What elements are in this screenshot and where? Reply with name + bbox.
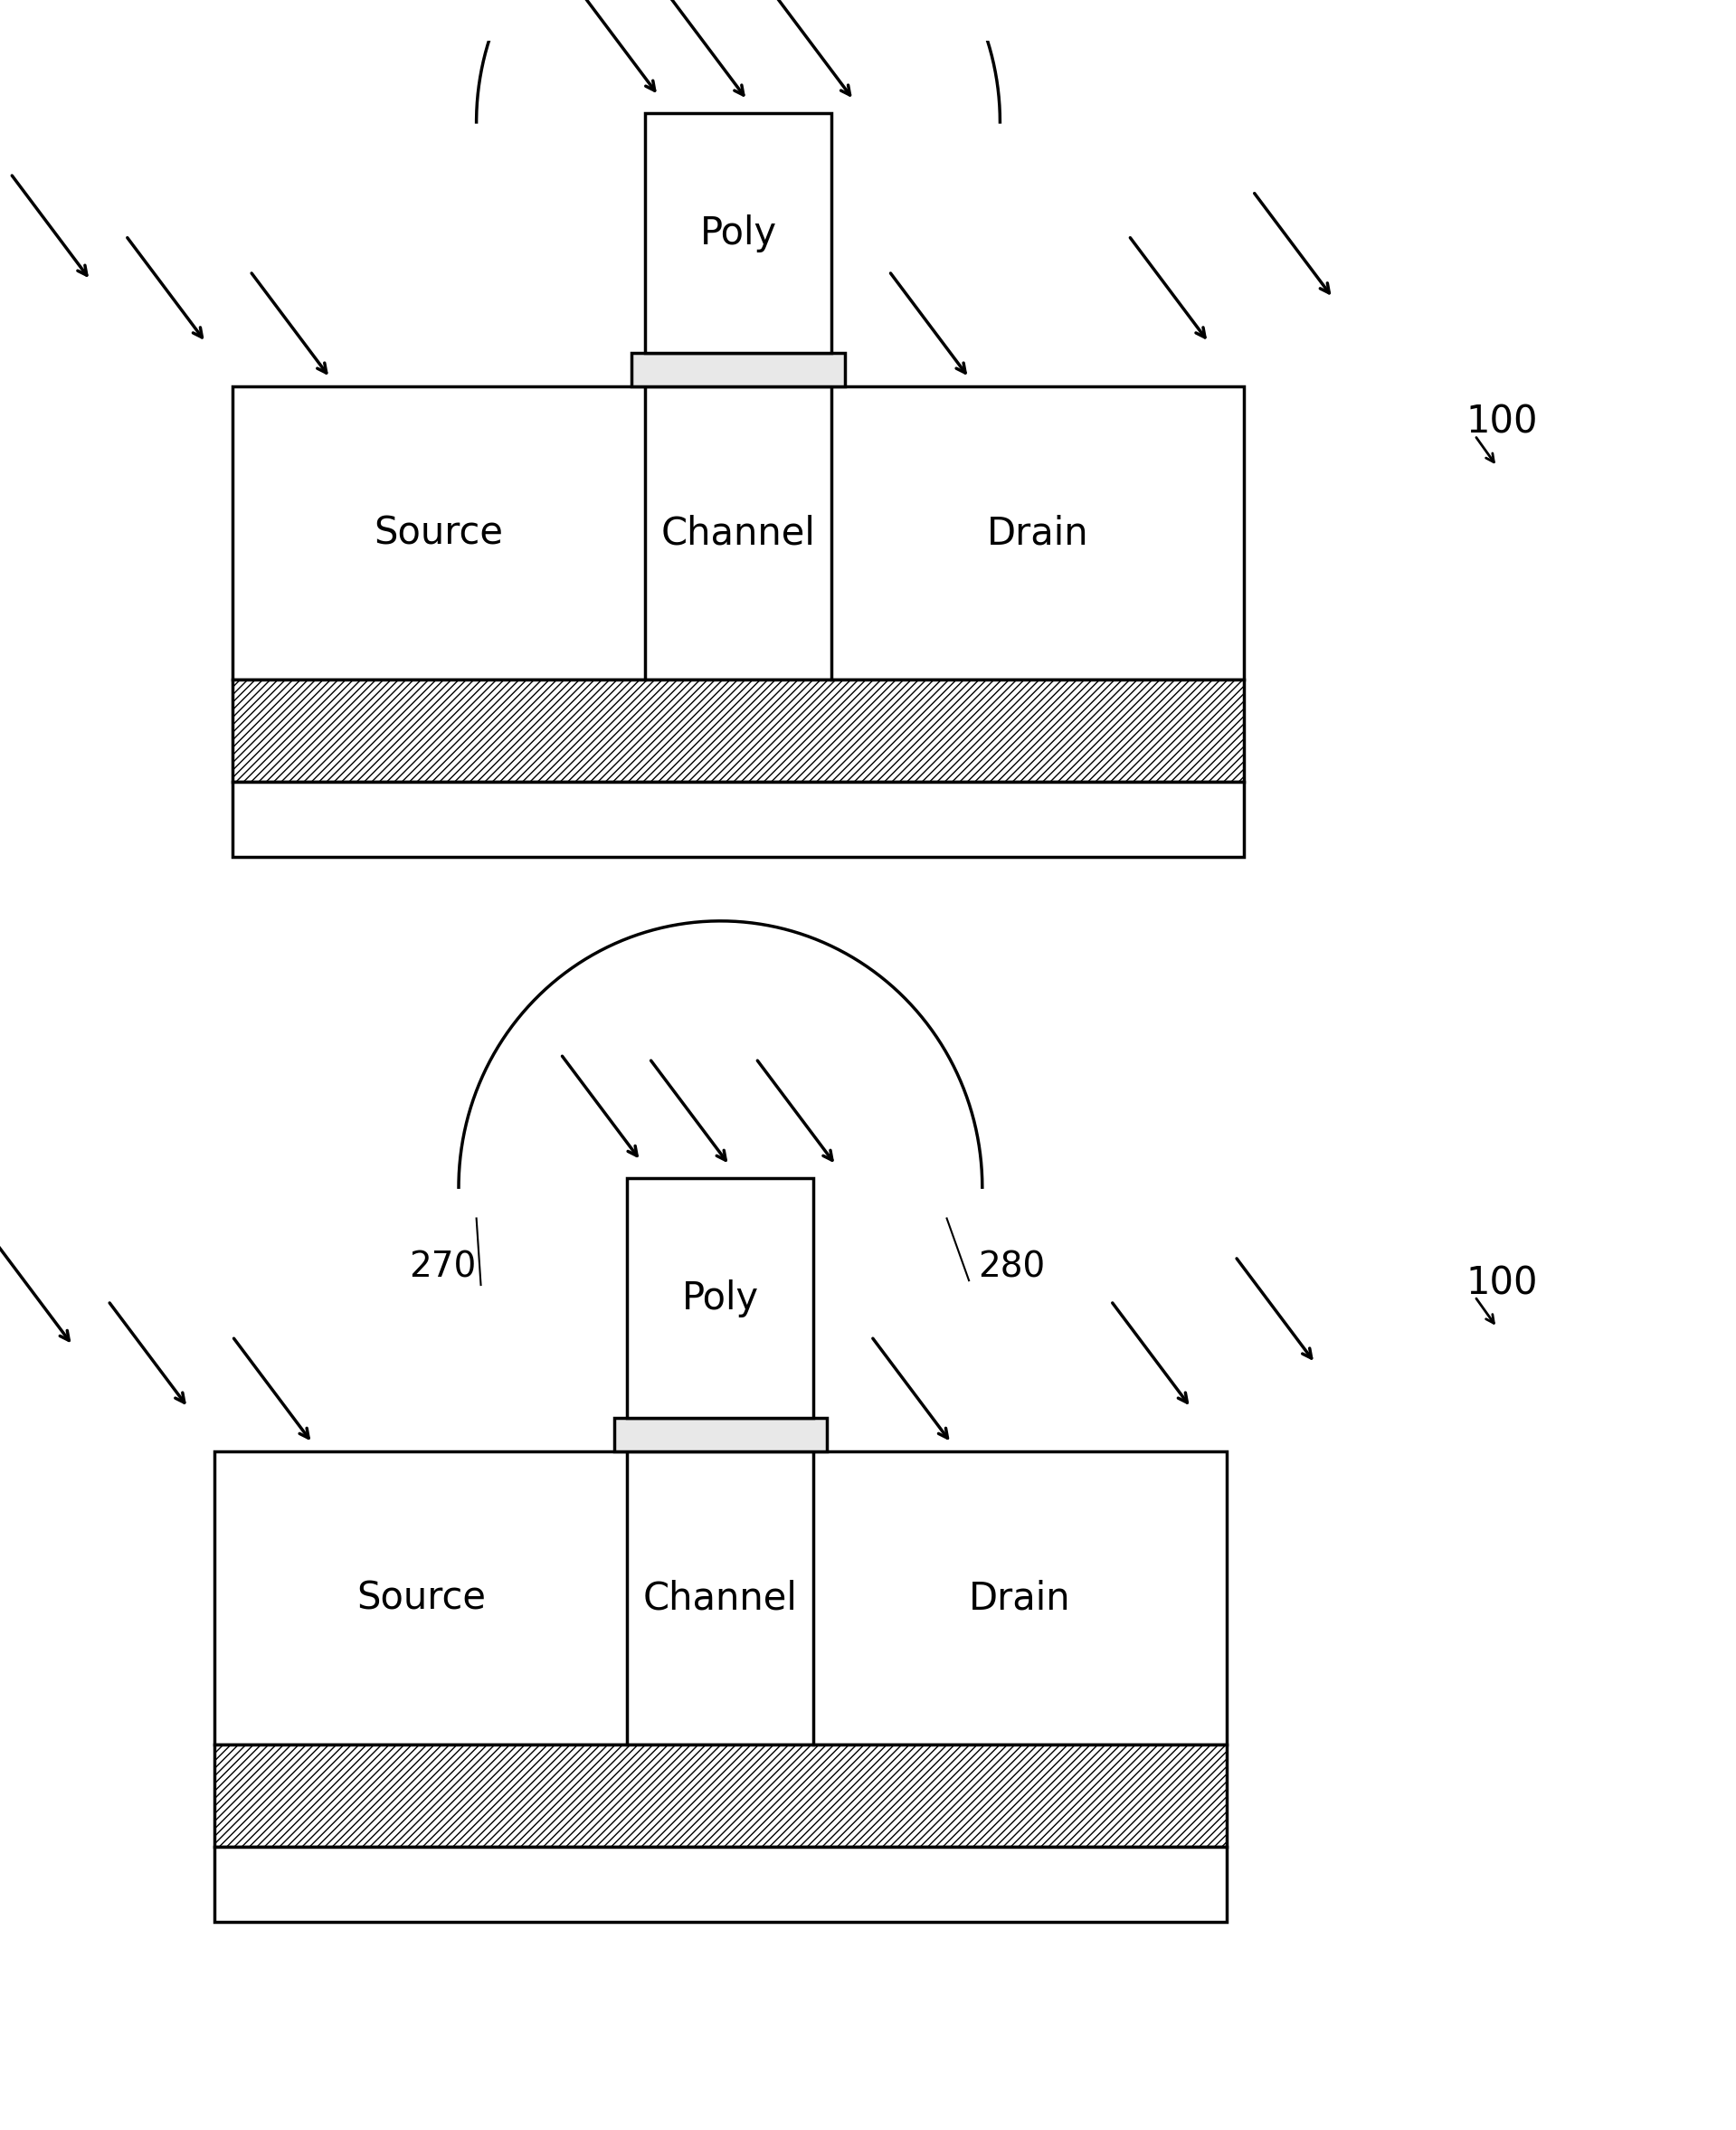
- Text: Source: Source: [373, 513, 503, 552]
- Text: 100: 100: [1465, 403, 1538, 441]
- Bar: [233, 388, 1245, 679]
- Text: Drain: Drain: [969, 1578, 1071, 1617]
- Text: Poly: Poly: [700, 213, 776, 251]
- Text: Channel: Channel: [642, 1578, 799, 1617]
- Bar: [215, 1744, 1226, 1847]
- Text: 270: 270: [410, 1250, 476, 1284]
- Bar: [233, 782, 1245, 856]
- Text: 280: 280: [977, 1250, 1045, 1284]
- Bar: [632, 354, 845, 388]
- Bar: [215, 1847, 1226, 1921]
- Bar: [233, 679, 1245, 782]
- Text: 100: 100: [1465, 1265, 1538, 1301]
- Bar: [215, 1453, 1226, 1744]
- Bar: [627, 1178, 814, 1419]
- Text: Source: Source: [356, 1578, 486, 1617]
- Bar: [615, 1419, 826, 1453]
- Bar: [646, 113, 832, 354]
- Text: Poly: Poly: [682, 1280, 759, 1316]
- Text: Channel: Channel: [661, 513, 816, 552]
- Text: Drain: Drain: [986, 513, 1088, 552]
